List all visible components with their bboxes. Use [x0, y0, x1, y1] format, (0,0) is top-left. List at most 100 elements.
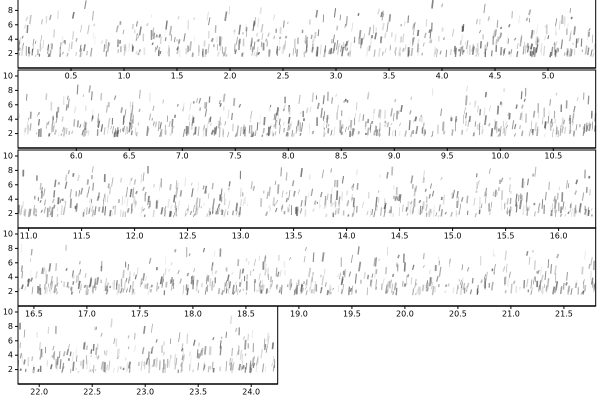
spectrogram-texture — [83, 208, 86, 212]
spectrogram-texture — [190, 276, 194, 285]
spectrogram-texture — [191, 188, 194, 198]
spectrogram-texture — [362, 114, 365, 121]
spectrogram-texture — [159, 276, 163, 285]
spectrogram-texture — [211, 182, 214, 190]
panel: 2 4 6 8 10 22.0 22.5 23.0 23.5 24.0 — [3, 305, 279, 397]
spectrogram-texture — [515, 104, 518, 109]
spectrogram-texture — [432, 286, 435, 292]
spectrogram-texture — [398, 194, 401, 202]
spectrogram-texture — [303, 255, 306, 263]
spectrogram-texture — [466, 85, 468, 92]
spectrogram-texture — [281, 190, 284, 198]
spectrogram-texture — [252, 268, 255, 272]
spectrogram-texture — [221, 209, 224, 216]
spectrogram-texture — [390, 108, 393, 117]
spectrogram-texture — [290, 283, 293, 288]
spectrogram-texture — [89, 369, 92, 372]
spectrogram-texture — [295, 125, 298, 134]
spectrogram-texture — [523, 98, 526, 102]
spectrogram-texture — [350, 42, 352, 50]
spectrogram-texture — [422, 42, 425, 47]
spectrogram-texture — [483, 44, 487, 55]
spectrogram-texture — [375, 279, 378, 288]
spectrogram-texture — [589, 189, 591, 196]
spectrogram-texture — [104, 277, 108, 288]
spectrogram-texture — [504, 201, 507, 209]
spectrogram-texture — [358, 261, 362, 272]
spectrogram-texture — [313, 281, 317, 291]
spectrogram-texture — [434, 48, 438, 55]
spectrogram-texture — [205, 274, 208, 281]
spectrogram-texture — [326, 122, 328, 129]
spectrogram-texture — [200, 347, 204, 356]
spectrogram-texture — [435, 49, 439, 58]
spectrogram-texture — [86, 50, 88, 56]
spectrogram-texture — [460, 34, 464, 45]
spectrogram-texture — [161, 278, 164, 288]
spectrogram-texture — [528, 9, 532, 16]
spectrogram-texture — [454, 47, 457, 57]
spectrogram-texture — [490, 281, 494, 291]
spectrogram-texture — [430, 282, 434, 290]
spectrogram-texture — [265, 345, 268, 353]
spectrogram-texture — [70, 41, 73, 49]
spectrogram-texture — [374, 257, 378, 267]
spectrogram-texture — [278, 46, 281, 51]
spectrogram-texture — [106, 195, 109, 203]
spectrogram-texture — [329, 287, 332, 295]
spectrogram-texture — [219, 340, 222, 349]
spectrogram-texture — [527, 178, 529, 186]
spectrogram-texture — [590, 207, 593, 212]
spectrogram-texture — [180, 362, 184, 367]
spectrogram-texture — [264, 365, 267, 372]
spectrogram-texture — [64, 201, 67, 208]
spectrogram-texture — [42, 40, 44, 49]
x-tick-label: 19.5 — [343, 310, 361, 319]
spectrogram-texture — [182, 352, 184, 356]
spectrogram-texture — [403, 262, 406, 272]
spectrogram-texture — [528, 48, 532, 56]
spectrogram-texture — [44, 199, 46, 206]
spectrogram-texture — [342, 283, 345, 290]
spectrogram-texture — [47, 121, 50, 126]
spectrogram-texture — [293, 132, 295, 137]
spectrogram-texture — [320, 44, 322, 55]
spectrogram-texture — [441, 121, 444, 131]
spectrogram-texture — [207, 275, 210, 282]
spectrogram-texture — [208, 17, 211, 26]
spectrogram-texture — [288, 190, 291, 201]
spectrogram-texture — [272, 355, 275, 364]
spectrogram-texture — [567, 183, 570, 188]
x-tick-label: 21.0 — [502, 310, 520, 319]
spectrogram-texture — [373, 211, 376, 218]
spectrogram-texture — [287, 116, 291, 124]
spectrogram-texture — [394, 47, 397, 54]
spectrogram-texture — [505, 124, 508, 129]
spectrogram-texture — [132, 272, 136, 276]
spectrogram-texture — [216, 51, 220, 57]
spectrogram-texture — [152, 209, 155, 218]
spectrogram-texture — [120, 286, 123, 290]
spectrogram-texture — [477, 105, 479, 113]
spectrogram-texture — [129, 112, 133, 122]
spectrogram-texture — [372, 108, 376, 114]
spectrogram-texture — [514, 123, 517, 130]
spectrogram-texture — [456, 284, 459, 295]
x-tick-label: 22.0 — [30, 388, 48, 397]
spectrogram-texture — [592, 52, 595, 58]
spectrogram-texture — [339, 14, 342, 21]
spectrogram-texture — [466, 40, 469, 50]
spectrogram-texture — [422, 177, 426, 183]
spectrogram-texture — [312, 252, 315, 263]
spectrogram-texture — [151, 42, 154, 46]
spectrogram-texture — [246, 203, 249, 207]
spectrogram-texture — [60, 133, 63, 137]
spectrogram-texture — [392, 290, 395, 295]
spectrogram-texture — [551, 122, 554, 128]
spectrogram-texture — [465, 112, 468, 119]
x-tick-label: 2.5 — [277, 72, 290, 81]
spectrogram-texture — [259, 7, 262, 15]
spectrogram-texture — [196, 98, 198, 103]
spectrogram-texture — [312, 39, 315, 43]
spectrogram-texture — [278, 124, 281, 134]
